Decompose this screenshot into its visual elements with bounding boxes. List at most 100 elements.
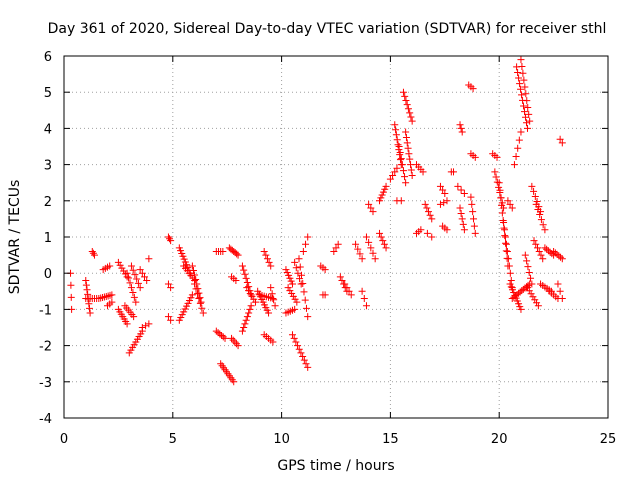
data-point bbox=[514, 144, 522, 152]
data-point bbox=[291, 295, 299, 303]
data-point bbox=[402, 96, 410, 104]
data-point bbox=[371, 255, 379, 263]
data-point bbox=[369, 249, 377, 257]
data-point bbox=[347, 291, 355, 299]
data-point bbox=[516, 80, 524, 88]
data-point bbox=[90, 251, 98, 259]
data-point bbox=[188, 291, 196, 299]
data-point bbox=[97, 294, 105, 302]
data-point bbox=[67, 281, 75, 289]
data-point bbox=[89, 249, 97, 257]
data-point bbox=[167, 316, 175, 324]
data-point bbox=[232, 340, 240, 348]
data-point bbox=[88, 247, 96, 255]
data-point bbox=[394, 141, 402, 149]
data-point bbox=[392, 131, 400, 139]
data-point bbox=[379, 188, 387, 196]
x-tick-label: 20 bbox=[491, 432, 508, 447]
data-point bbox=[290, 334, 298, 342]
data-point bbox=[378, 191, 386, 199]
data-point bbox=[114, 258, 122, 266]
data-point bbox=[497, 194, 505, 202]
data-point bbox=[381, 185, 389, 193]
data-point bbox=[558, 255, 566, 263]
data-point bbox=[541, 244, 549, 252]
data-point bbox=[457, 124, 465, 132]
data-point bbox=[188, 262, 196, 270]
data-point bbox=[336, 273, 344, 281]
data-point bbox=[525, 287, 533, 295]
data-point bbox=[287, 277, 295, 285]
data-point bbox=[467, 193, 475, 201]
data-point bbox=[523, 284, 531, 292]
data-point bbox=[129, 266, 137, 274]
data-point bbox=[398, 161, 406, 169]
data-point bbox=[234, 251, 242, 259]
data-point bbox=[495, 179, 503, 187]
data-point bbox=[300, 288, 308, 296]
y-tick-label: 6 bbox=[44, 50, 52, 65]
data-point bbox=[300, 356, 308, 364]
data-point bbox=[505, 262, 513, 270]
data-point bbox=[518, 62, 526, 70]
data-point bbox=[265, 309, 273, 317]
data-point bbox=[138, 324, 146, 331]
data-point bbox=[134, 279, 142, 287]
data-point bbox=[125, 274, 133, 282]
data-point bbox=[376, 229, 384, 237]
data-point bbox=[321, 266, 329, 274]
data-point bbox=[233, 250, 241, 258]
data-point bbox=[345, 287, 353, 295]
data-point bbox=[247, 291, 255, 299]
data-point bbox=[510, 161, 518, 169]
data-point bbox=[284, 284, 292, 292]
axis-ticks bbox=[63, 55, 609, 419]
data-point bbox=[389, 171, 397, 179]
data-point bbox=[230, 378, 238, 386]
grid-lines bbox=[64, 56, 608, 418]
data-point bbox=[302, 304, 310, 312]
data-point bbox=[377, 233, 385, 241]
data-point bbox=[493, 178, 501, 186]
data-point bbox=[556, 287, 564, 295]
x-tick-label: 15 bbox=[382, 432, 399, 447]
data-point bbox=[246, 289, 254, 297]
data-point bbox=[296, 275, 304, 283]
data-point bbox=[419, 168, 427, 176]
data-point bbox=[291, 258, 299, 266]
data-point bbox=[501, 226, 509, 234]
data-point bbox=[502, 247, 510, 255]
data-point bbox=[469, 208, 477, 216]
data-point bbox=[365, 200, 373, 208]
data-point bbox=[556, 135, 564, 143]
data-point bbox=[116, 261, 124, 269]
data-point bbox=[392, 126, 400, 134]
y-tick-label: 1 bbox=[44, 231, 52, 246]
data-point bbox=[534, 205, 542, 213]
data-point bbox=[554, 280, 562, 288]
data-point bbox=[240, 324, 248, 331]
data-point bbox=[504, 255, 512, 263]
y-tick-label: -1 bbox=[39, 303, 52, 318]
data-point bbox=[526, 117, 534, 125]
data-point bbox=[338, 276, 346, 284]
data-point bbox=[164, 233, 172, 241]
data-point bbox=[216, 330, 224, 338]
data-point bbox=[498, 209, 506, 217]
data-point bbox=[508, 204, 516, 212]
data-point bbox=[191, 271, 199, 279]
data-point bbox=[515, 74, 523, 82]
x-tick-label: 25 bbox=[600, 432, 617, 447]
data-point bbox=[82, 276, 90, 284]
data-point bbox=[440, 199, 448, 207]
data-point bbox=[297, 280, 305, 288]
data-point bbox=[108, 291, 116, 299]
data-point bbox=[395, 143, 403, 150]
data-point bbox=[167, 284, 175, 292]
data-point bbox=[436, 182, 444, 190]
data-point bbox=[191, 280, 199, 288]
data-point bbox=[118, 264, 126, 272]
data-point bbox=[530, 187, 538, 195]
data-point bbox=[380, 240, 388, 248]
data-point bbox=[295, 255, 303, 263]
